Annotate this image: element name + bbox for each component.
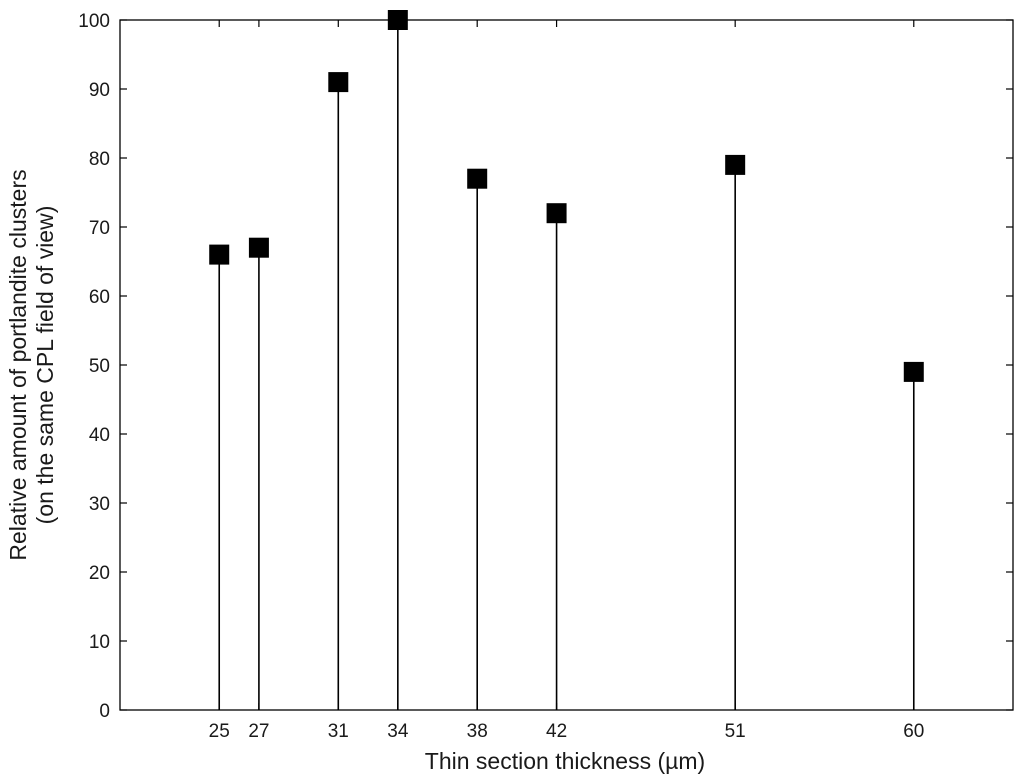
x-axis-label: Thin section thickness (µm) bbox=[425, 748, 705, 774]
data-marker bbox=[387, 10, 408, 30]
data-marker bbox=[209, 244, 230, 265]
x-tick-label: 60 bbox=[903, 721, 924, 742]
x-tick-label: 38 bbox=[467, 721, 488, 742]
x-tick-label: 25 bbox=[209, 721, 230, 742]
data-marker bbox=[328, 72, 349, 93]
y-tick-label: 30 bbox=[89, 494, 110, 515]
x-tick-label: 27 bbox=[248, 721, 269, 742]
data-marker bbox=[467, 168, 488, 189]
y-tick-label: 90 bbox=[89, 80, 110, 101]
data-marker bbox=[546, 203, 567, 224]
y-tick-label: 20 bbox=[89, 563, 110, 584]
x-tick-label: 31 bbox=[328, 721, 349, 742]
y-tick-label: 60 bbox=[89, 287, 110, 308]
y-tick-label: 70 bbox=[89, 218, 110, 239]
y-tick-label: 100 bbox=[78, 11, 110, 32]
plot-frame bbox=[119, 19, 1014, 711]
data-markers bbox=[209, 10, 924, 382]
y-tick-label: 0 bbox=[99, 701, 110, 722]
x-tick-label: 34 bbox=[387, 721, 409, 742]
y-tick-label: 80 bbox=[89, 149, 110, 170]
data-marker bbox=[725, 154, 746, 175]
y-tick-label: 40 bbox=[89, 425, 110, 446]
x-tick-label: 42 bbox=[546, 721, 567, 742]
y-axis-ticks: 0 10 20 30 40 50 60 70 80 90 100 bbox=[78, 11, 1013, 722]
y-axis-label-line-2: (on the same CPL field of view) bbox=[32, 206, 58, 525]
data-marker bbox=[903, 361, 924, 382]
y-tick-label: 50 bbox=[89, 356, 110, 377]
y-axis-label-line-1: Relative amount of portlandite clusters bbox=[5, 169, 31, 560]
stems bbox=[218, 20, 915, 710]
data-marker bbox=[248, 237, 269, 258]
y-tick-label: 10 bbox=[89, 632, 110, 653]
x-tick-label: 51 bbox=[725, 721, 746, 742]
x-axis-ticks: 25 27 31 34 38 42 51 60 bbox=[209, 20, 924, 742]
